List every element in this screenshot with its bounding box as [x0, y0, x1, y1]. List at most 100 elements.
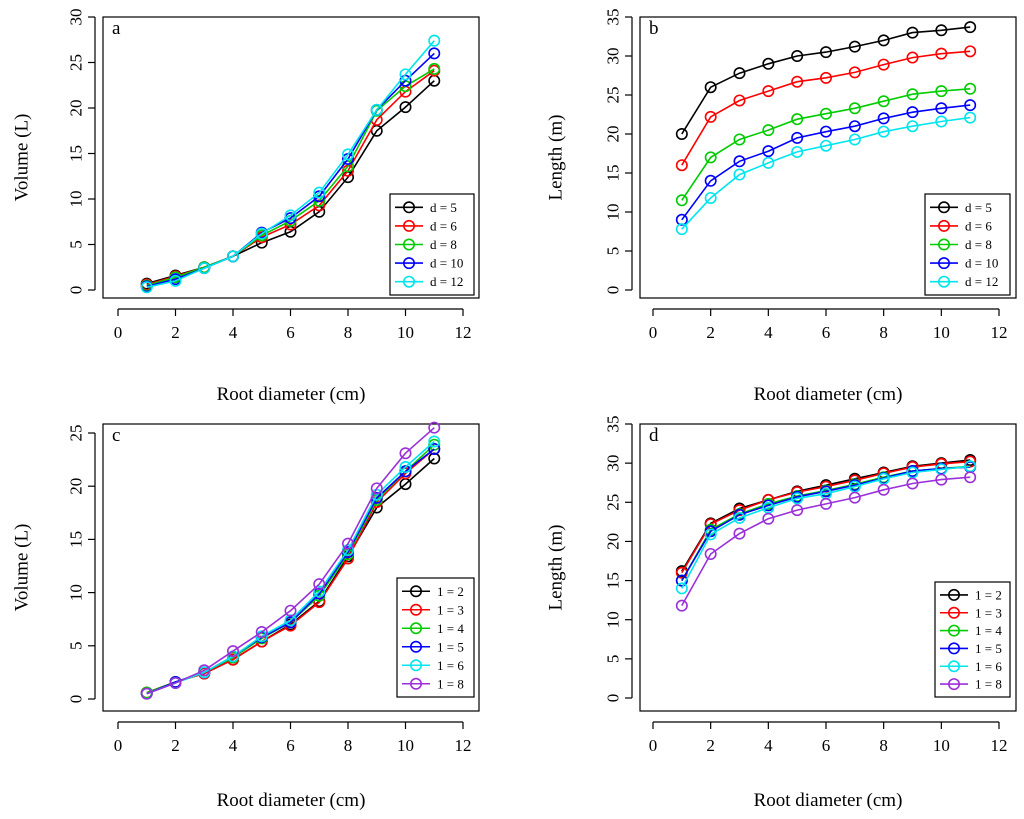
- x-tick-label: 12: [991, 736, 1008, 755]
- legend-label: 1 = 6: [437, 658, 464, 673]
- legend-marker: [409, 585, 422, 598]
- legend-marker: [937, 219, 950, 232]
- legend-marker: [402, 257, 415, 270]
- legend-marker: [402, 219, 415, 232]
- data-point: [675, 213, 688, 226]
- data-point: [428, 421, 441, 434]
- x-tick-label: 4: [764, 736, 773, 755]
- y-tick-label: 20: [604, 533, 623, 550]
- data-point: [964, 45, 977, 58]
- data-point: [255, 625, 268, 638]
- data-point: [964, 99, 977, 112]
- data-point: [428, 34, 441, 47]
- x-tick-label: 4: [764, 323, 773, 342]
- panel-label: a: [112, 18, 121, 39]
- x-tick-label: 8: [879, 323, 888, 342]
- y-tick-label: 20: [67, 478, 86, 495]
- y-tick-label: 20: [67, 100, 86, 117]
- data-point: [169, 274, 182, 287]
- series-line: [681, 459, 971, 572]
- x-tick-label: 2: [706, 736, 715, 755]
- legend-box: [934, 581, 1011, 698]
- plot-box: [639, 423, 1017, 712]
- data-point: [704, 191, 717, 204]
- legend-label: d = 10: [430, 256, 463, 271]
- data-point: [848, 102, 861, 115]
- y-axis-title: Volume (L): [12, 114, 33, 202]
- series-line: [146, 457, 435, 694]
- legend-marker: [947, 606, 960, 619]
- x-tick-label: 12: [455, 736, 472, 755]
- x-tick-label: 10: [933, 323, 950, 342]
- legend-label: d = 5: [965, 200, 992, 215]
- data-point: [935, 85, 948, 98]
- legend-label: d = 5: [430, 200, 457, 215]
- data-point: [341, 537, 354, 550]
- x-tick-label: 6: [286, 323, 295, 342]
- series-d-eq-8: [675, 82, 977, 207]
- legend-item: 1 = 3: [402, 602, 464, 617]
- data-point: [399, 461, 412, 474]
- legend-label: d = 8: [965, 237, 992, 252]
- data-point: [791, 131, 804, 144]
- data-point: [704, 151, 717, 164]
- legend-item: d = 8: [395, 237, 457, 252]
- legend-marker: [937, 201, 950, 214]
- legend-item: 1 = 4: [940, 623, 1002, 638]
- x-axis-title: Root diameter (cm): [217, 790, 366, 811]
- data-point: [762, 124, 775, 137]
- data-point: [704, 528, 717, 541]
- x-tick-label: 6: [822, 736, 831, 755]
- x-tick-label: 4: [229, 736, 238, 755]
- data-point: [848, 491, 861, 504]
- series-line: [681, 26, 971, 135]
- data-point: [428, 435, 441, 448]
- data-point: [169, 677, 182, 690]
- data-point: [733, 527, 746, 540]
- legend-item: d = 12: [930, 274, 998, 289]
- data-point: [791, 504, 804, 517]
- y-tick-label: 10: [604, 611, 623, 628]
- legend-item: 1 = 2: [940, 587, 1002, 602]
- data-point: [733, 67, 746, 80]
- y-tick-label: 10: [67, 191, 86, 208]
- data-point: [791, 145, 804, 158]
- y-tick-label: 25: [67, 425, 86, 442]
- data-point: [675, 574, 688, 587]
- legend-marker: [409, 603, 422, 616]
- x-tick-label: 6: [286, 736, 295, 755]
- data-point: [227, 645, 240, 658]
- data-point: [906, 51, 919, 64]
- legend-item: d = 5: [395, 200, 457, 215]
- data-point: [704, 110, 717, 123]
- legend-item: d = 10: [395, 256, 463, 271]
- data-point: [284, 614, 297, 627]
- legend-item: 1 = 6: [940, 659, 1002, 674]
- data-point: [399, 68, 412, 81]
- data-point: [819, 497, 832, 510]
- data-point: [675, 223, 688, 236]
- data-point: [762, 156, 775, 169]
- plot-box: [102, 423, 480, 712]
- data-point: [762, 512, 775, 525]
- data-point: [140, 281, 153, 294]
- data-point: [877, 95, 890, 108]
- legend-label: 1 = 8: [975, 677, 1002, 692]
- legend-item: d = 12: [395, 274, 463, 289]
- series-line: [681, 465, 971, 589]
- legend-marker: [937, 275, 950, 288]
- legend-marker: [409, 640, 422, 653]
- data-point: [428, 452, 441, 465]
- data-point: [284, 604, 297, 617]
- data-point: [341, 148, 354, 161]
- legend-label: d = 12: [965, 274, 998, 289]
- data-point: [791, 492, 804, 505]
- data-point: [877, 125, 890, 138]
- y-tick-label: 35: [604, 416, 623, 433]
- legend-label: d = 6: [430, 218, 457, 233]
- data-point: [428, 62, 441, 75]
- x-axis-title: Root diameter (cm): [754, 384, 903, 405]
- legend-label: 1 = 5: [437, 639, 464, 654]
- legend-marker: [937, 257, 950, 270]
- data-point: [791, 75, 804, 88]
